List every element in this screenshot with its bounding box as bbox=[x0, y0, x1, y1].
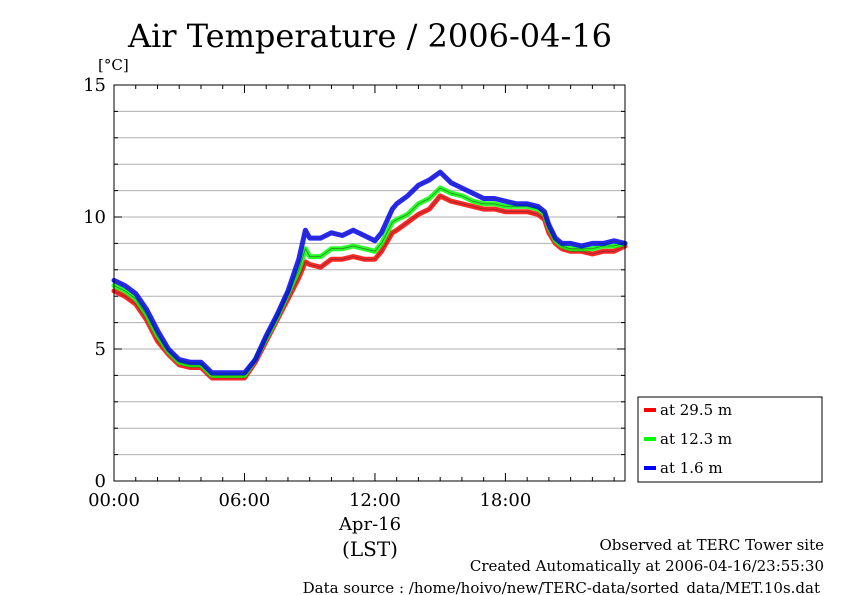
grid-lines bbox=[114, 110, 625, 456]
x-axis-date-label: Apr-16 bbox=[338, 514, 401, 535]
y-axis-unit: [°C] bbox=[98, 56, 129, 74]
y-tick-label: 15 bbox=[83, 75, 106, 96]
footer-observed: Observed at TERC Tower site bbox=[599, 536, 824, 554]
x-tick-label: 18:00 bbox=[479, 490, 531, 511]
legend-label: at 12.3 m bbox=[660, 430, 732, 448]
x-axis-timezone-label: (LST) bbox=[342, 537, 398, 561]
plot-frame bbox=[113, 84, 626, 482]
y-tick-label: 0 bbox=[95, 471, 106, 492]
series-line-core bbox=[113, 171, 626, 374]
legend: at 29.5 m at 12.3 m at 1.6 m bbox=[637, 396, 823, 483]
x-tick-label: 00:00 bbox=[88, 490, 140, 511]
y-tick-labels: 0 5 10 15 bbox=[83, 75, 106, 492]
footer-created: Created Automatically at 2006-04-16/23:5… bbox=[470, 557, 824, 575]
x-tick-label: 06:00 bbox=[219, 490, 271, 511]
legend-label: at 29.5 m bbox=[660, 401, 732, 419]
x-tick-label: 12:00 bbox=[349, 490, 401, 511]
axis-ticks bbox=[113, 84, 625, 482]
series-line bbox=[111, 169, 628, 376]
chart-title: Air Temperature / 2006-04-16 bbox=[127, 17, 612, 55]
series-lines bbox=[111, 169, 628, 381]
legend-label: at 1.6 m bbox=[660, 459, 723, 477]
legend-box bbox=[637, 396, 823, 483]
footer-data-source: Data source : /home/hoivo/new/TERC-data/… bbox=[303, 579, 820, 595]
y-tick-label: 5 bbox=[95, 339, 106, 360]
x-tick-labels: 00:00 06:00 12:00 18:00 bbox=[88, 490, 531, 511]
y-tick-label: 10 bbox=[83, 207, 106, 228]
legend-items: at 29.5 m at 12.3 m at 1.6 m bbox=[644, 401, 732, 477]
